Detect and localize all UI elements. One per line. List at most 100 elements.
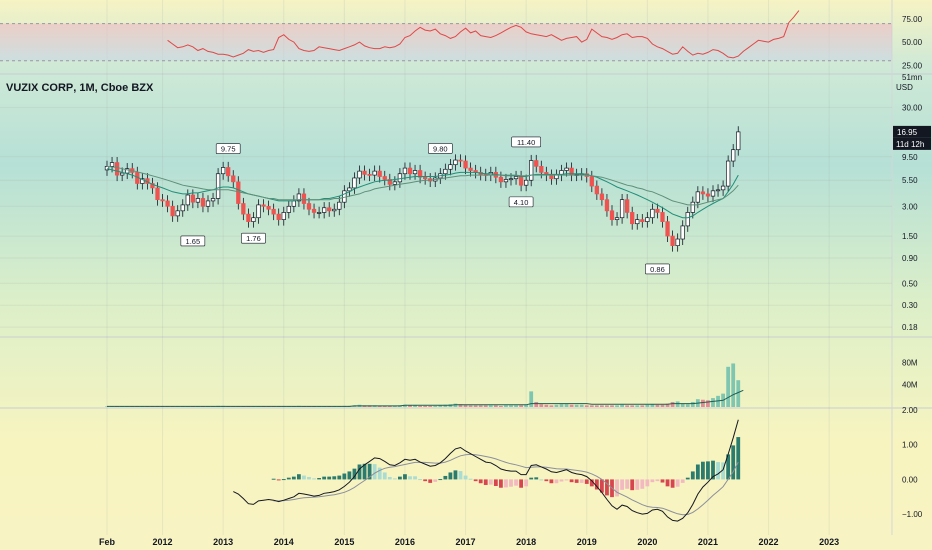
macd-histogram-bar	[615, 479, 619, 497]
candle-up	[119, 172, 125, 176]
macd-axis-label: 0.00	[902, 475, 918, 484]
macd-histogram-bar	[281, 479, 286, 481]
countdown-value: 11d 12h	[896, 140, 924, 149]
candle-up	[125, 168, 130, 174]
volume-bar-down	[670, 401, 675, 407]
candle-up	[322, 207, 327, 213]
candle-down	[306, 203, 312, 210]
candle-up	[650, 208, 655, 219]
volume-bar-down	[584, 405, 589, 407]
annotation-label: 1.76	[246, 234, 261, 243]
symbol-name: VUZIX CORP	[6, 82, 74, 94]
macd-line	[233, 419, 739, 522]
macd-histogram-bar	[701, 461, 705, 480]
macd-histogram-bar	[721, 462, 725, 480]
candle-down	[534, 160, 539, 167]
volume-bar-up	[736, 380, 741, 407]
macd-histogram-bar	[665, 479, 670, 487]
macd-histogram-bar	[620, 479, 624, 490]
macd-histogram-bar	[357, 464, 362, 480]
volume-bar-up	[615, 405, 619, 407]
volume-bar-down	[468, 405, 473, 407]
candle-down	[640, 219, 645, 222]
candle-up	[104, 166, 110, 171]
macd-histogram-bar	[630, 479, 635, 491]
candle-down	[599, 193, 605, 201]
macd-histogram-bar	[453, 470, 458, 480]
time-tick-label: 2022	[759, 537, 779, 547]
price-axis-label: 0.18	[902, 323, 918, 332]
volume-bar-down	[594, 405, 599, 407]
candle-up	[614, 217, 620, 220]
macd-histogram-bar	[332, 476, 337, 480]
candle-down	[463, 160, 468, 169]
volume-bar-down	[499, 405, 503, 407]
candle-up	[685, 212, 690, 227]
volume-bar-up	[438, 405, 443, 407]
candle-down	[630, 212, 635, 225]
volume-bar-down	[630, 405, 635, 407]
candle-down	[382, 176, 387, 180]
macd-histogram-bar	[504, 479, 508, 488]
volume-bar-up	[574, 404, 579, 407]
volume-bar-up	[529, 391, 534, 407]
candle-up	[397, 173, 403, 183]
candle-up	[180, 204, 185, 212]
macd-histogram-bar	[403, 474, 407, 480]
candle-down	[271, 208, 276, 215]
macd-histogram-bar	[711, 460, 715, 480]
volume-bar-up	[726, 366, 731, 407]
macd-histogram-bar	[418, 479, 422, 481]
rsi-axis-label: 75.00	[902, 15, 923, 24]
exchange: Cboe BZX	[100, 82, 154, 94]
macd-histogram-bar	[387, 476, 392, 480]
volume-bar-down	[478, 405, 483, 407]
candle-up	[109, 162, 115, 167]
macd-axis-label: 1.00	[902, 441, 918, 450]
candle-up	[453, 159, 458, 166]
candle-up	[695, 191, 700, 203]
macd-histogram-bar	[307, 476, 311, 480]
annotation-box	[241, 232, 266, 244]
macd-histogram-bar	[600, 479, 604, 493]
candle-up	[140, 178, 145, 184]
volume-bar-up	[413, 405, 417, 407]
macd-histogram-bar	[352, 468, 357, 480]
macd-histogram-bar	[544, 479, 549, 482]
candle-up	[392, 181, 397, 185]
volume-bar-down	[549, 405, 554, 407]
time-tick-label: 2021	[698, 537, 718, 547]
volume-bar-down	[544, 404, 549, 407]
macd-histogram-bar	[297, 474, 301, 480]
time-tick-label: 2023	[819, 537, 839, 547]
time-tick-label: 2015	[334, 537, 354, 547]
macd-histogram-bar	[342, 473, 347, 480]
macd-histogram-bar	[695, 464, 700, 480]
volume-bar-down	[665, 403, 670, 407]
candle-up	[448, 164, 453, 170]
price-annotation: 11.40	[511, 136, 541, 148]
time-tick-label: 2017	[456, 537, 476, 547]
macd-panel	[233, 419, 741, 522]
annotation-label: 9.80	[433, 144, 448, 153]
macd-histogram-bar	[347, 471, 352, 480]
interval: 1M	[79, 82, 95, 94]
rsi-axis-label: 50.00	[902, 38, 923, 47]
price-annotation: 0.86	[645, 263, 670, 275]
macd-histogram-bar	[605, 479, 609, 496]
candle-down	[266, 205, 271, 210]
volume-bar-up	[650, 404, 655, 407]
candle-up	[296, 193, 302, 202]
volume-ma-line	[107, 389, 744, 407]
rsi-line	[167, 10, 800, 59]
volume-bar-up	[392, 405, 397, 407]
macd-histogram-bar	[428, 479, 433, 483]
macd-histogram-bar	[382, 472, 387, 480]
price-panel[interactable]: 1.65 9.75 1.76 9.80 11.40 4.10 0.86	[104, 126, 741, 275]
candle-down	[624, 199, 630, 213]
macd-histogram-bar	[398, 476, 402, 480]
macd-histogram-bar	[302, 475, 306, 480]
price-axis-label: 30.00	[902, 103, 923, 112]
volume-bar-up	[579, 404, 584, 407]
